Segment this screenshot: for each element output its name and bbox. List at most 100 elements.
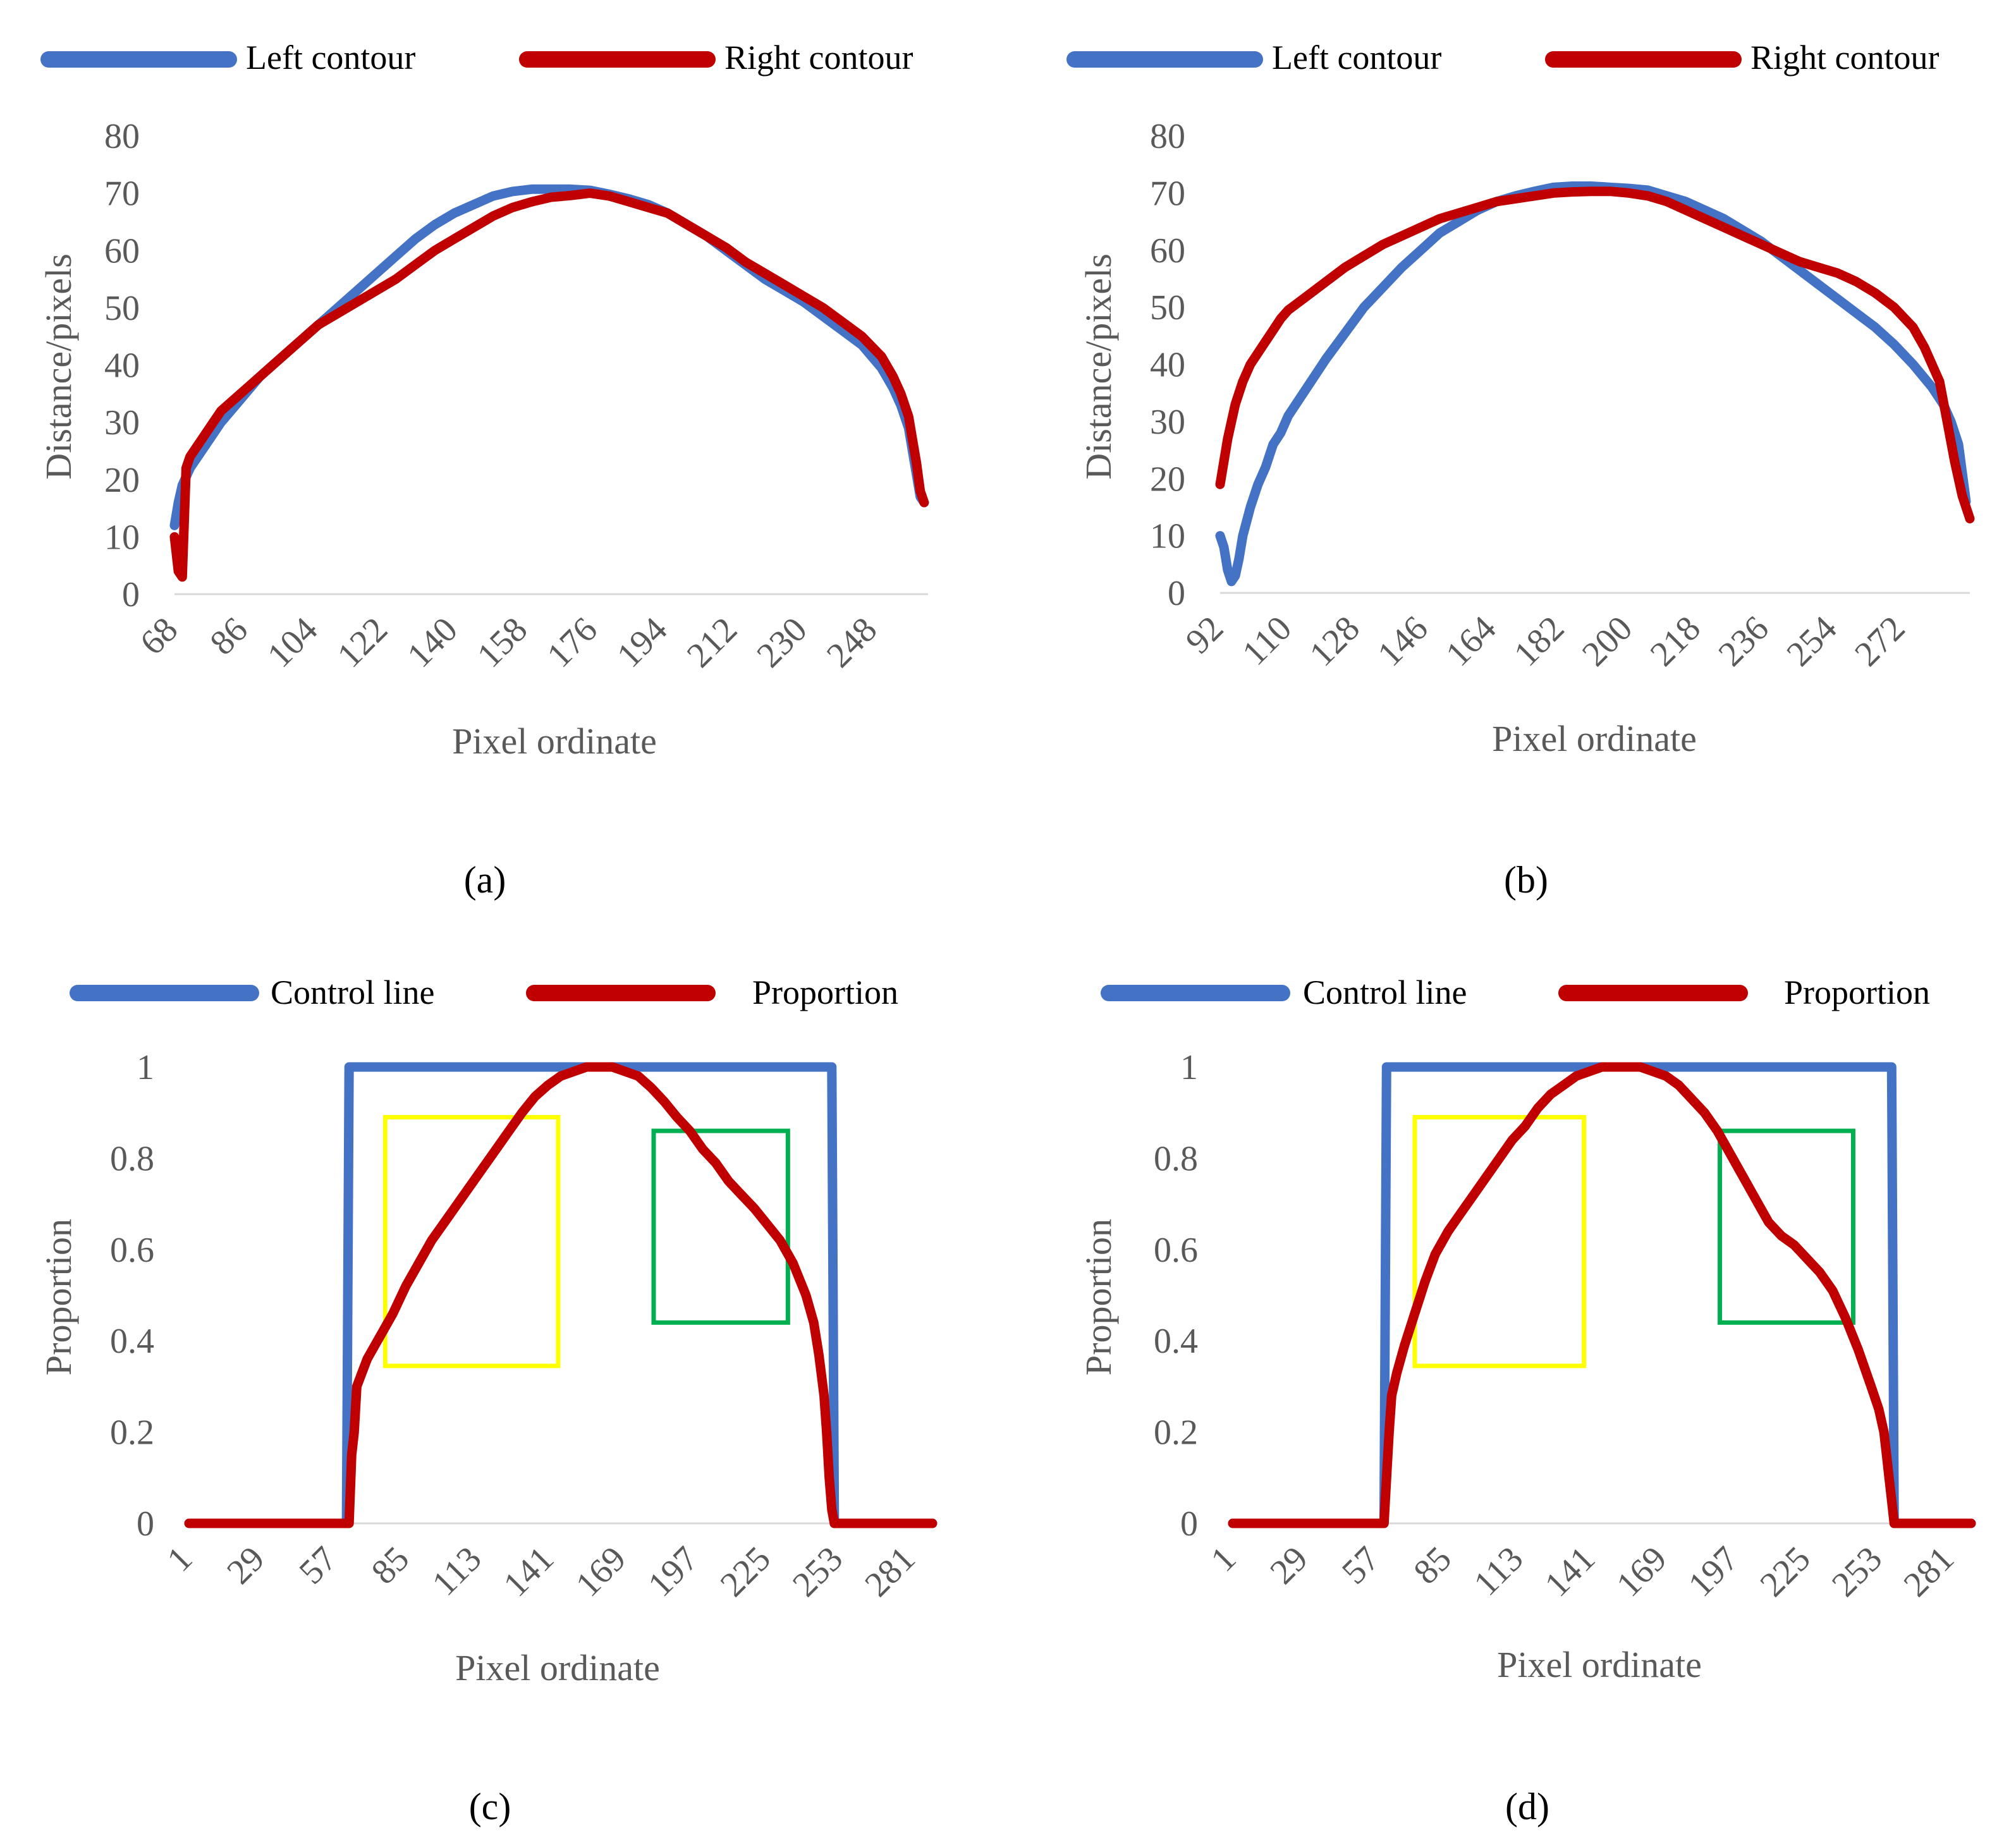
x-tick-label: 253	[785, 1539, 850, 1604]
y-tick-label: 0.6	[1154, 1231, 1198, 1270]
legend-label-control-line: Control line	[1303, 973, 1467, 1011]
x-tick-label: 182	[1506, 609, 1572, 674]
legend-label-right-contour: Right contour	[1750, 39, 1939, 76]
legend-label-left-contour: Left contour	[1272, 39, 1441, 76]
y-tick-label: 10	[104, 518, 140, 557]
y-tick-label: 40	[104, 346, 140, 386]
series-line-control-line	[184, 1062, 938, 1528]
x-tick-label: 113	[425, 1539, 489, 1604]
x-tick-labels: 1 29 57 85 113 141 169 197 225 253 281	[1204, 1539, 1962, 1604]
y-tick-label: 0	[122, 575, 140, 614]
panel-caption-a: (a)	[464, 859, 506, 901]
y-tick-label: 0.4	[1154, 1322, 1198, 1361]
x-tick-label: 85	[364, 1539, 417, 1592]
x-tick-label: 29	[1262, 1539, 1315, 1592]
x-tick-label: 230	[749, 610, 814, 675]
x-tick-label: 57	[292, 1539, 345, 1592]
chart-panel-d: Control line Proportion 0 0.2 0.4 0.6 0.8 1 1…	[1078, 973, 1976, 1827]
x-tick-label: 212	[680, 610, 745, 675]
y-tick-label: 0.2	[1154, 1413, 1198, 1453]
series-line-right-contour	[169, 188, 929, 582]
x-tick-label: 248	[819, 610, 884, 675]
y-tick-labels: 0 10 20 30 40 50 60 70 80	[1150, 117, 1185, 613]
x-tick-label: 254	[1779, 609, 1844, 674]
y-tick-label: 30	[1150, 403, 1185, 442]
x-tick-label: 1	[160, 1539, 200, 1580]
y-tick-label: 0	[1168, 574, 1185, 613]
y-tick-label: 50	[1150, 288, 1185, 327]
x-tick-label: 158	[470, 610, 535, 675]
series-line-left-contour	[1215, 181, 1971, 587]
y-tick-label: 50	[104, 289, 140, 328]
y-tick-label: 0	[1180, 1504, 1198, 1544]
y-tick-label: 0.8	[110, 1139, 154, 1178]
x-axis-label: Pixel ordinate	[455, 1647, 660, 1688]
x-tick-label: 122	[330, 610, 395, 675]
x-tick-label: 225	[1752, 1539, 1817, 1604]
series-line-right-contour	[1215, 186, 1975, 523]
y-tick-label: 0.6	[110, 1231, 154, 1270]
chart-panel-a: Left contour Right contour 0 10 20 30 40 50 60…	[38, 39, 929, 901]
y-tick-label: 0.4	[110, 1322, 154, 1361]
highlight-box-green	[1718, 1128, 1855, 1325]
x-tick-label: 140	[400, 610, 465, 675]
x-tick-label: 141	[1537, 1539, 1603, 1604]
x-tick-label: 141	[496, 1539, 561, 1604]
chart-panel-c: Control line Proportion 0 0.2 0.4 0.6 0.8 1 1…	[38, 973, 938, 1827]
x-tick-label: 197	[640, 1539, 706, 1604]
y-tick-label: 1	[137, 1048, 154, 1087]
x-tick-label: 281	[1897, 1539, 1962, 1604]
y-tick-label: 0.2	[110, 1413, 154, 1453]
x-tick-label: 225	[713, 1539, 778, 1604]
legend-label-right-contour: Right contour	[724, 39, 913, 76]
y-tick-labels: 0 0.2 0.4 0.6 0.8 1	[110, 1048, 154, 1544]
chart-panel-b: Left contour Right contour 0 10 20 30 40 50 60…	[1066, 39, 1975, 901]
x-axis-label: Pixel ordinate	[1497, 1644, 1702, 1685]
series-layer	[1215, 181, 1975, 587]
highlight-box-green	[651, 1128, 790, 1325]
panel-caption-c: (c)	[469, 1786, 511, 1827]
series-layer	[1228, 1062, 1976, 1528]
y-tick-labels: 0 0.2 0.4 0.6 0.8 1	[1154, 1048, 1198, 1544]
y-axis-label: Proportion	[38, 1219, 79, 1375]
x-tick-label: 176	[540, 610, 605, 675]
highlight-box-yellow	[1412, 1114, 1587, 1368]
x-tick-label: 110	[1235, 609, 1299, 673]
y-axis-label: Distance/pixels	[1078, 253, 1119, 480]
x-tick-label: 164	[1438, 609, 1503, 674]
x-tick-label: 29	[219, 1539, 272, 1592]
y-tick-label: 40	[1150, 346, 1185, 385]
series-layer	[169, 184, 929, 582]
series-line-proportion	[1228, 1062, 1976, 1528]
y-tick-label: 80	[1150, 117, 1185, 156]
y-tick-label: 0	[137, 1504, 154, 1544]
x-tick-label: 197	[1681, 1539, 1746, 1604]
series-layer	[184, 1062, 938, 1528]
x-tick-labels: 68 86 104 122 140 158 176 194 212 230 248	[133, 610, 884, 675]
y-tick-label: 60	[104, 231, 140, 271]
y-tick-label: 60	[1150, 231, 1185, 271]
x-tick-label: 86	[202, 610, 255, 662]
x-tick-label: 200	[1575, 609, 1640, 674]
y-tick-label: 1	[1180, 1048, 1198, 1087]
y-tick-labels: 0 10 20 30 40 50 60 70 80	[104, 117, 140, 614]
y-tick-label: 70	[104, 174, 140, 214]
y-axis-label: Proportion	[1078, 1219, 1119, 1375]
x-tick-label: 169	[568, 1539, 633, 1604]
legend-label-left-contour: Left contour	[246, 39, 415, 76]
x-tick-label: 253	[1824, 1539, 1890, 1604]
x-tick-label: 236	[1711, 609, 1776, 674]
panel-caption-b: (b)	[1504, 859, 1548, 901]
x-tick-label: 57	[1335, 1539, 1387, 1592]
x-tick-label: 272	[1847, 609, 1912, 674]
x-axis-label: Pixel ordinate	[452, 721, 657, 762]
y-tick-label: 30	[104, 403, 140, 442]
x-tick-label: 281	[857, 1539, 922, 1604]
panel-caption-d: (d)	[1505, 1786, 1549, 1827]
y-tick-label: 10	[1150, 517, 1185, 556]
y-tick-label: 20	[104, 461, 140, 500]
y-tick-label: 70	[1150, 174, 1185, 213]
legend-label-proportion: Proportion	[1784, 973, 1930, 1011]
x-tick-label: 68	[133, 610, 185, 662]
